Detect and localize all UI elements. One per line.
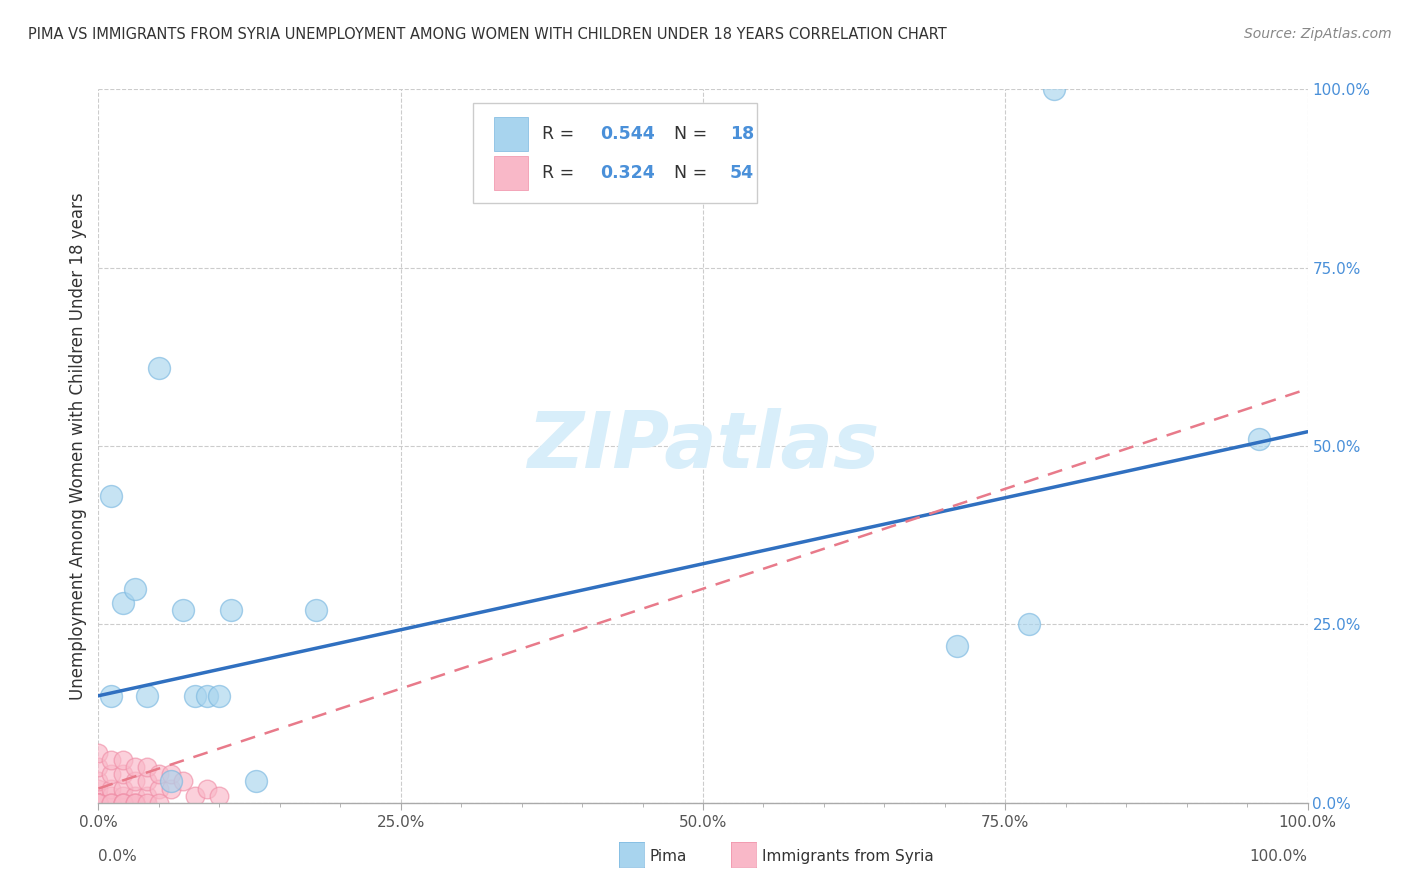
Point [135, 760, 157, 774]
Point [135, 789, 157, 803]
Point [148, 360, 170, 375]
Point [87, 796, 110, 810]
Point [87, 796, 110, 810]
Point [111, 596, 134, 610]
FancyBboxPatch shape [494, 117, 527, 152]
FancyBboxPatch shape [494, 155, 527, 190]
Point [87, 796, 110, 810]
Text: 18: 18 [730, 125, 754, 143]
Point [87, 781, 110, 796]
Point [100, 796, 122, 810]
Point [124, 582, 146, 596]
Text: PIMA VS IMMIGRANTS FROM SYRIA UNEMPLOYMENT AMONG WOMEN WITH CHILDREN UNDER 18 YE: PIMA VS IMMIGRANTS FROM SYRIA UNEMPLOYME… [28, 27, 946, 42]
Text: Pima: Pima [650, 849, 688, 863]
Text: 54: 54 [730, 164, 754, 182]
Text: Immigrants from Syria: Immigrants from Syria [762, 849, 934, 863]
Y-axis label: Unemployment Among Women with Children Under 18 years: Unemployment Among Women with Children U… [69, 192, 87, 700]
Point [111, 796, 134, 810]
Point [946, 639, 969, 653]
Point [100, 753, 122, 767]
Point [87, 789, 110, 803]
Point [148, 767, 170, 781]
Point [124, 796, 146, 810]
Text: 100.0%: 100.0% [1250, 849, 1308, 863]
Point [184, 789, 207, 803]
Point [305, 603, 328, 617]
Point [100, 767, 122, 781]
Point [208, 789, 231, 803]
Point [160, 774, 183, 789]
Point [124, 760, 146, 774]
Point [111, 796, 134, 810]
Point [172, 603, 194, 617]
Point [87, 796, 110, 810]
Text: ZIPatlas: ZIPatlas [527, 408, 879, 484]
Point [87, 796, 110, 810]
Point [100, 796, 122, 810]
Point [124, 789, 146, 803]
Point [148, 781, 170, 796]
Point [135, 689, 157, 703]
Point [100, 789, 122, 803]
Point [172, 774, 194, 789]
Text: 0.324: 0.324 [600, 164, 655, 182]
Point [100, 781, 122, 796]
Point [100, 689, 122, 703]
Point [184, 689, 207, 703]
Point [1249, 432, 1271, 446]
Text: R =: R = [543, 125, 579, 143]
Point [160, 767, 183, 781]
Point [1042, 82, 1064, 96]
Point [221, 603, 243, 617]
Point [87, 774, 110, 789]
Point [87, 796, 110, 810]
Point [100, 796, 122, 810]
Point [100, 489, 122, 503]
Text: N =: N = [664, 125, 713, 143]
Point [87, 796, 110, 810]
Point [245, 774, 267, 789]
Point [195, 781, 218, 796]
Point [87, 796, 110, 810]
Point [1018, 617, 1040, 632]
Point [87, 796, 110, 810]
Point [87, 796, 110, 810]
Point [124, 774, 146, 789]
Text: 0.544: 0.544 [600, 125, 655, 143]
Point [160, 781, 183, 796]
Point [111, 781, 134, 796]
Point [111, 789, 134, 803]
Text: N =: N = [664, 164, 713, 182]
Point [87, 796, 110, 810]
Text: Source: ZipAtlas.com: Source: ZipAtlas.com [1244, 27, 1392, 41]
Text: 0.0%: 0.0% [98, 849, 138, 863]
Point [87, 796, 110, 810]
Point [124, 796, 146, 810]
Point [148, 796, 170, 810]
Point [87, 796, 110, 810]
Point [195, 689, 218, 703]
Point [111, 753, 134, 767]
Point [87, 796, 110, 810]
Point [87, 746, 110, 760]
Point [208, 689, 231, 703]
Point [111, 796, 134, 810]
Point [111, 796, 134, 810]
Text: R =: R = [543, 164, 579, 182]
Point [111, 767, 134, 781]
Point [135, 796, 157, 810]
Point [87, 789, 110, 803]
FancyBboxPatch shape [474, 103, 758, 203]
Point [124, 796, 146, 810]
Point [135, 774, 157, 789]
Point [87, 760, 110, 774]
